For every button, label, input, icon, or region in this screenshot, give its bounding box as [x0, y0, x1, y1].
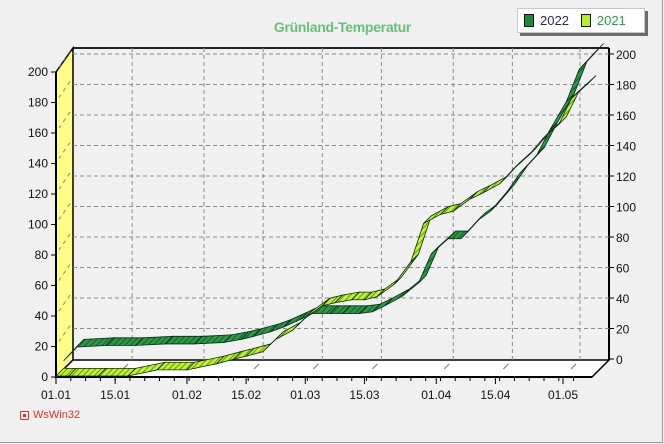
legend-swatch-2022 — [524, 14, 534, 27]
legend-item-2022: 2022 — [524, 13, 569, 28]
legend: 2022 2021 — [517, 8, 645, 33]
svg-text:15.03: 15.03 — [349, 388, 379, 402]
left-wall — [55, 45, 74, 379]
data-series — [55, 43, 604, 377]
right-y-tick-labels: 0 20 40 60 80 100 120 140 160 180 200 — [609, 48, 636, 367]
svg-text:40: 40 — [35, 309, 49, 323]
x-tick-labels: 01.01 15.01 01.02 15.02 01.03 15.03 01.04 15.04… — [41, 377, 578, 402]
svg-text:01.05: 01.05 — [548, 388, 578, 402]
legend-label-2022: 2022 — [540, 13, 569, 28]
legend-swatch-2021 — [580, 14, 591, 27]
svg-text:80: 80 — [35, 248, 49, 262]
svg-text:100: 100 — [616, 201, 636, 215]
svg-text:15.01: 15.01 — [100, 388, 130, 402]
svg-text:80: 80 — [616, 231, 630, 245]
svg-text:180: 180 — [28, 96, 48, 110]
svg-text:01.01: 01.01 — [41, 388, 71, 402]
svg-text:120: 120 — [28, 187, 48, 201]
legend-label-2021: 2021 — [596, 13, 626, 28]
legend-item-2021: 2021 — [580, 13, 626, 28]
wswin-logo-icon — [20, 410, 29, 420]
svg-text:01.02: 01.02 — [172, 388, 202, 402]
svg-text:15.02: 15.02 — [231, 388, 261, 402]
svg-text:01.04: 01.04 — [421, 388, 451, 402]
svg-text:120: 120 — [616, 170, 636, 184]
svg-text:100: 100 — [28, 218, 48, 232]
svg-text:15.04: 15.04 — [480, 388, 510, 402]
svg-text:40: 40 — [616, 292, 630, 306]
chart-title: Grünland-Temperatur — [273, 19, 412, 35]
wswin32-credit: WsWin32 — [20, 409, 80, 421]
svg-text:140: 140 — [616, 140, 636, 154]
svg-text:160: 160 — [616, 109, 636, 123]
svg-text:200: 200 — [616, 48, 636, 62]
svg-text:200: 200 — [28, 65, 48, 79]
svg-text:160: 160 — [28, 126, 48, 140]
left-y-tick-labels: 0 20 40 60 80 100 120 140 160 180 200 — [28, 65, 56, 384]
svg-text:0: 0 — [41, 370, 48, 384]
svg-text:60: 60 — [616, 262, 630, 276]
svg-text:60: 60 — [35, 279, 49, 293]
svg-text:0: 0 — [616, 353, 623, 367]
svg-text:180: 180 — [616, 79, 636, 93]
gridlines — [58, 48, 609, 370]
svg-text:20: 20 — [35, 340, 49, 354]
svg-text:140: 140 — [28, 157, 48, 171]
credit-label: WsWin32 — [33, 409, 81, 421]
svg-text:01.03: 01.03 — [290, 388, 320, 402]
svg-text:20: 20 — [616, 323, 630, 337]
